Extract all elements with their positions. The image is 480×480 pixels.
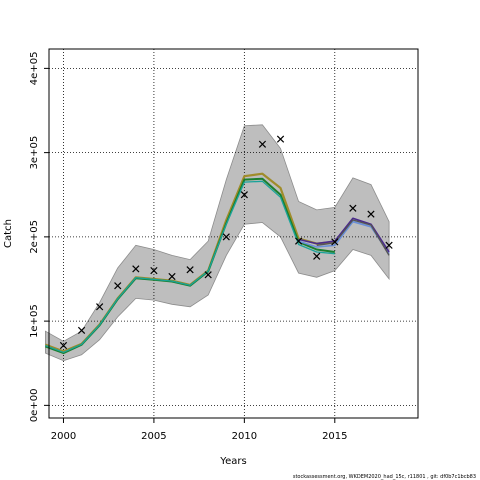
y-tick-label: 3e+05 bbox=[29, 136, 40, 170]
observed-point bbox=[276, 135, 285, 143]
observed-point bbox=[385, 241, 393, 249]
observed-point-stroke-b bbox=[331, 238, 339, 246]
observed-point bbox=[294, 237, 303, 245]
x-axis-title: Years bbox=[219, 456, 246, 467]
observed-point-stroke-b bbox=[186, 266, 194, 274]
observed-point-stroke-b bbox=[276, 135, 285, 143]
x-tick-label: 2000 bbox=[51, 431, 76, 442]
y-axis-title: Catch bbox=[3, 219, 14, 248]
y-axis: 0e+00 1e+05 2e+05 3e+05 4e+05 bbox=[29, 52, 49, 423]
observed-point-stroke-b bbox=[222, 233, 230, 241]
observed-point bbox=[367, 210, 375, 218]
observed-point-stroke-b bbox=[132, 265, 140, 273]
observed-point bbox=[168, 272, 176, 281]
footnote: stockassessment.org, WKDEM2020_had_15c, … bbox=[293, 474, 476, 480]
observed-point bbox=[349, 204, 357, 212]
observed-point-stroke-b bbox=[204, 271, 212, 279]
observed-point bbox=[258, 140, 267, 148]
observed-point bbox=[114, 282, 122, 290]
observed-point bbox=[186, 266, 194, 274]
observed-point bbox=[331, 238, 339, 246]
observed-point bbox=[132, 265, 140, 273]
observed-point bbox=[313, 252, 321, 260]
y-tick-label: 4e+05 bbox=[29, 52, 40, 86]
observed-point-stroke-b bbox=[114, 282, 122, 290]
observed-point bbox=[77, 326, 86, 335]
x-tick-label: 2015 bbox=[322, 431, 347, 442]
observed-point-stroke-b bbox=[349, 204, 357, 212]
observed-point bbox=[204, 271, 212, 279]
observed-point bbox=[59, 341, 68, 350]
observed-point-stroke-b bbox=[294, 237, 303, 245]
series-line-2 bbox=[45, 180, 335, 353]
observed-point bbox=[150, 266, 158, 275]
observed-point-stroke-b bbox=[313, 252, 321, 260]
observed-point-stroke-b bbox=[385, 241, 393, 249]
observed-point-stroke-b bbox=[77, 326, 86, 335]
observed-point bbox=[222, 233, 230, 241]
y-tick-label: 1e+05 bbox=[29, 304, 40, 338]
observed-point bbox=[240, 191, 248, 199]
observed-point-stroke-b bbox=[258, 140, 267, 148]
observed-point-stroke-b bbox=[96, 303, 104, 311]
observed-point-stroke-b bbox=[59, 341, 68, 350]
plot-frame bbox=[48, 48, 419, 419]
observed-point-stroke-b bbox=[168, 272, 176, 281]
series-layer bbox=[45, 172, 390, 355]
x-axis: 2000 2005 2010 2015 bbox=[51, 418, 348, 442]
observed-points-layer bbox=[59, 135, 393, 350]
observed-point-stroke-b bbox=[367, 210, 375, 218]
observed-point-stroke-b bbox=[240, 191, 248, 199]
series-line-5 bbox=[316, 219, 390, 256]
x-tick-label: 2005 bbox=[141, 431, 166, 442]
observed-point bbox=[96, 303, 104, 311]
y-tick-label: 0e+00 bbox=[29, 389, 40, 423]
x-tick-label: 2010 bbox=[232, 431, 257, 442]
y-tick-label: 2e+05 bbox=[29, 220, 40, 254]
observed-point-stroke-b bbox=[150, 266, 158, 275]
